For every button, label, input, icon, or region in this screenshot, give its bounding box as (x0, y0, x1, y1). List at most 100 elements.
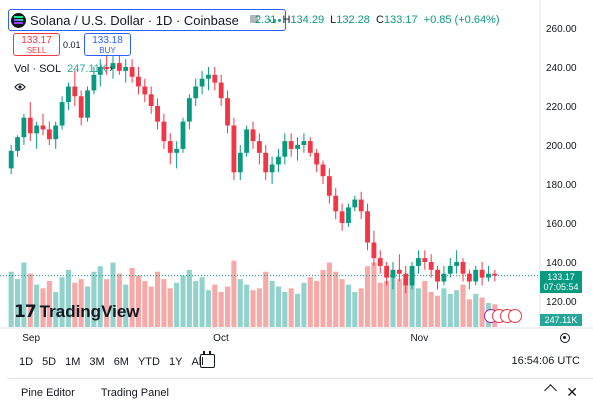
volume-bar (186, 269, 192, 327)
volume-bar (403, 284, 409, 327)
volume-bar (212, 284, 218, 327)
candle-body (346, 207, 351, 223)
volume-bar (244, 284, 250, 327)
y-tick-label: 120.00 (546, 297, 577, 308)
calendar-goto-icon[interactable] (200, 351, 215, 368)
volume-bar (295, 293, 301, 327)
volume-tag: 247.11K (540, 314, 582, 326)
candle-body (371, 242, 377, 259)
candle-body (492, 273, 498, 276)
range-button-3m[interactable]: 3M (89, 356, 105, 368)
candle-body (288, 141, 294, 149)
candle-body (466, 273, 472, 282)
volume-bar (205, 290, 211, 327)
range-button-6m[interactable]: 6M (113, 356, 129, 368)
volume-bar (320, 269, 326, 327)
candle-body (199, 78, 205, 87)
bottom-toolbar: 1D 5D 1M 3M 6M YTD 1Y All 16:54:06 UTC (0, 350, 593, 374)
volume-bar (104, 279, 110, 327)
candle-body (435, 269, 440, 282)
volume-legend[interactable]: Vol · SOL 247.11K › (14, 63, 113, 75)
close-icon[interactable]: ✕ (566, 384, 578, 400)
y-tick-label: 140.00 (546, 258, 577, 269)
volume-bar (110, 262, 116, 327)
candle-body (250, 129, 256, 142)
candle-body (390, 269, 396, 278)
volume-bar (193, 280, 199, 327)
candle-body (27, 117, 33, 134)
volume-bar (180, 275, 186, 327)
candle-body (180, 121, 186, 149)
range-button-1y[interactable]: 1Y (168, 356, 183, 368)
candle-body (40, 125, 46, 130)
range-button-1m[interactable]: 1M (65, 356, 81, 368)
volume-bar (466, 299, 472, 327)
candle-body (148, 94, 154, 106)
candle-body (186, 98, 192, 122)
more-dots-icon[interactable] (268, 14, 281, 26)
bottom-panel-bar: Pine Editor Trading Panel ✕ (7, 378, 593, 406)
volume-bar (358, 288, 364, 327)
candle-body (454, 262, 460, 266)
sell-button[interactable]: 133.17 SELL (13, 33, 60, 56)
us-flag-icon[interactable] (508, 309, 522, 323)
candle-body (85, 90, 90, 118)
range-button-5d[interactable]: 5D (42, 356, 57, 368)
volume-bar (269, 280, 275, 327)
volume-bar (339, 279, 345, 327)
volume-bar (21, 262, 27, 327)
spread-value: 0.01 (63, 40, 81, 50)
candle-body (365, 211, 370, 243)
volume-bar (415, 288, 421, 327)
eye-icon[interactable] (14, 82, 26, 92)
volume-bar (377, 282, 383, 327)
volume-bar (129, 268, 135, 327)
candle-body (256, 141, 262, 153)
buy-button[interactable]: 133.18 BUY (84, 33, 131, 56)
last-price-tag: 133.17 07:05:54 (540, 271, 582, 293)
candle-body (231, 125, 237, 173)
candle-body (320, 164, 326, 177)
symbol-legend[interactable]: Solana / U.S. Dollar · 1D · Coinbase (8, 9, 286, 31)
settings-icon[interactable] (560, 333, 570, 343)
sell-label: SELL (26, 46, 47, 55)
candle-body (53, 125, 59, 140)
x-tick-label: Nov (410, 333, 428, 344)
y-tick-label: 160.00 (546, 219, 577, 230)
chevron-right-icon[interactable]: › (109, 63, 113, 75)
volume-bar (8, 271, 14, 327)
candle-body (15, 137, 20, 151)
buy-label: BUY (99, 46, 116, 55)
volume-bar (479, 297, 485, 327)
tradingview-mark-icon: 17 (14, 302, 37, 322)
event-markers[interactable] (484, 309, 522, 323)
chart-area[interactable]: 260.00 240.00 220.00 200.00 180.00 160.00 140.… (0, 0, 593, 350)
utc-clock[interactable]: 16:54:06 UTC (511, 355, 580, 367)
candle-body (91, 74, 97, 91)
volume-bar (365, 266, 371, 327)
tab-pine-editor[interactable]: Pine Editor (21, 386, 75, 399)
volume-bar (167, 288, 173, 327)
range-button-1d[interactable]: 1D (19, 356, 34, 368)
tab-trading-panel[interactable]: Trading Panel (100, 386, 169, 399)
chevron-up-icon[interactable] (544, 384, 557, 397)
candle-body (72, 86, 78, 97)
candle-body (21, 117, 27, 138)
candle-body (46, 129, 52, 140)
candle-body (326, 176, 332, 196)
candle-body (136, 76, 141, 87)
volume-bar (422, 280, 428, 327)
price-chart[interactable]: 260.00 240.00 220.00 200.00 180.00 160.00 140.… (0, 0, 593, 350)
symbol-title[interactable]: Solana / U.S. Dollar · 1D · Coinbase (30, 12, 239, 28)
volume-bar (396, 279, 402, 327)
candle-body (282, 141, 288, 157)
candle-body (396, 269, 402, 274)
volume-bar (256, 288, 262, 327)
candle-body (206, 74, 211, 79)
candle-body (479, 269, 485, 278)
range-button-ytd[interactable]: YTD (137, 356, 160, 368)
volume-bar (263, 271, 269, 327)
volume-bar (231, 260, 237, 327)
candle-body (263, 152, 269, 173)
candle-body (377, 258, 383, 266)
